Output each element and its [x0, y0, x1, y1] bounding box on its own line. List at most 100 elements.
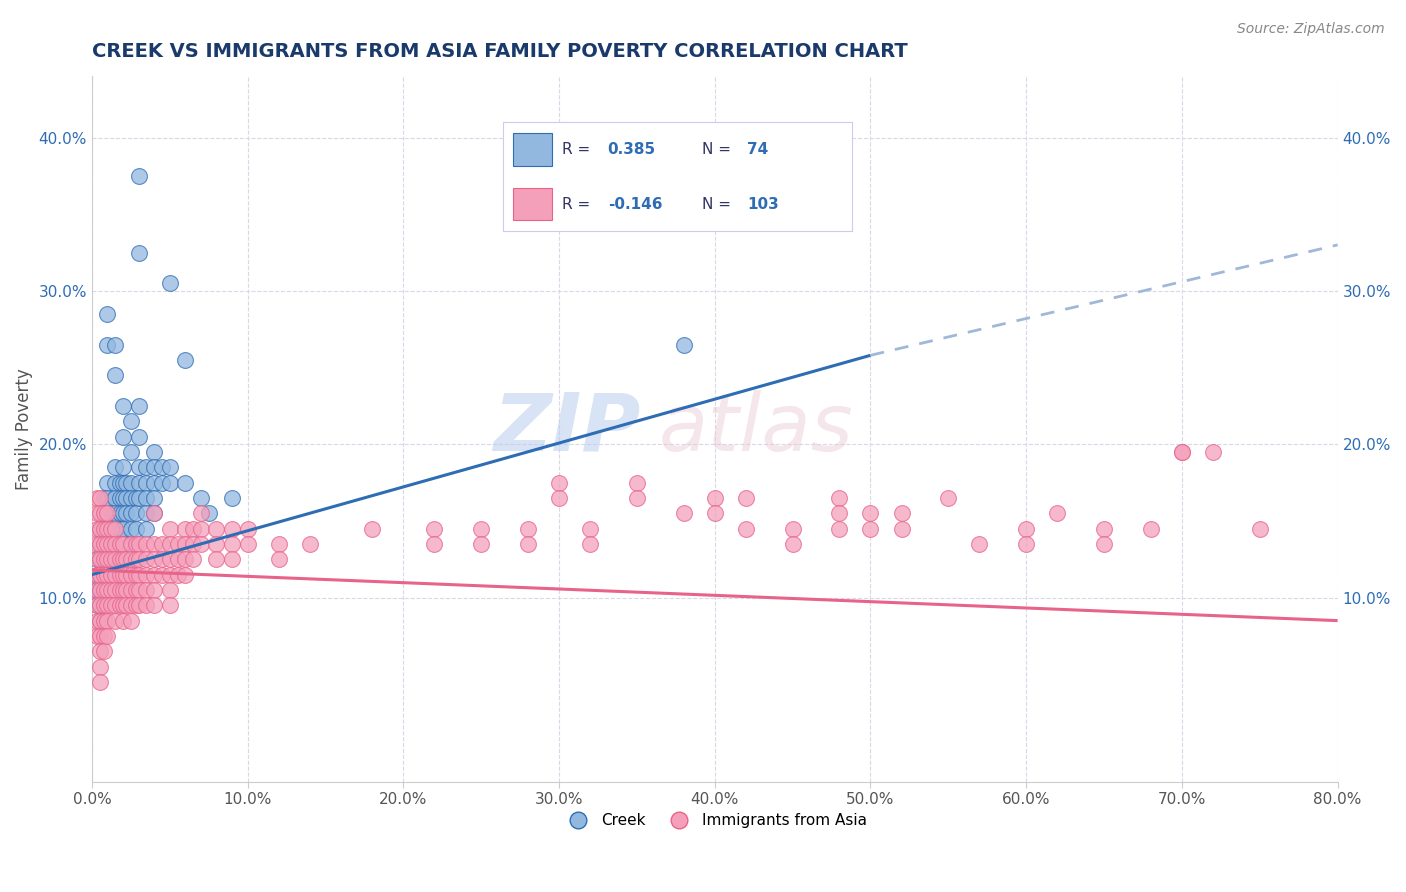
Point [112, 460, 135, 475]
Point [108, 506, 131, 520]
Point [159, 277, 181, 291]
Point [86, 506, 108, 520]
Point [120, 537, 142, 551]
Point [96, 537, 118, 551]
Point [128, 567, 150, 582]
Point [135, 567, 157, 582]
Point [124, 491, 146, 505]
Point [96, 491, 118, 505]
Point [89, 659, 111, 673]
Point [100, 522, 122, 536]
Point [93, 599, 115, 613]
Point [516, 522, 538, 536]
Point [124, 567, 146, 582]
Point [516, 537, 538, 551]
Point [89, 582, 111, 597]
Point [626, 491, 648, 505]
Point [143, 491, 166, 505]
Point [96, 567, 118, 582]
Point [197, 506, 219, 520]
Point [128, 169, 150, 183]
Point [96, 506, 118, 520]
Point [159, 552, 181, 566]
Y-axis label: Family Poverty: Family Poverty [15, 368, 32, 490]
Point [143, 537, 166, 551]
Point [205, 537, 228, 551]
Point [470, 537, 492, 551]
Point [86, 582, 108, 597]
Point [104, 491, 127, 505]
Point [166, 537, 188, 551]
Point [112, 537, 135, 551]
Point [135, 475, 157, 490]
Point [205, 552, 228, 566]
Point [93, 491, 115, 505]
Point [89, 675, 111, 690]
Point [104, 537, 127, 551]
Point [1015, 522, 1038, 536]
Point [93, 567, 115, 582]
Point [579, 537, 602, 551]
Text: CREEK VS IMMIGRANTS FROM ASIA FAMILY POVERTY CORRELATION CHART: CREEK VS IMMIGRANTS FROM ASIA FAMILY POV… [91, 42, 908, 61]
Point [120, 537, 142, 551]
Point [190, 506, 212, 520]
Point [86, 567, 108, 582]
Point [104, 506, 127, 520]
Point [159, 582, 181, 597]
Point [143, 506, 166, 520]
Point [93, 537, 115, 551]
Point [93, 552, 115, 566]
Point [104, 552, 127, 566]
Legend: Creek, Immigrants from Asia: Creek, Immigrants from Asia [557, 806, 873, 834]
Point [120, 582, 142, 597]
Point [89, 582, 111, 597]
Point [112, 522, 135, 536]
Point [128, 491, 150, 505]
Point [96, 552, 118, 566]
Point [548, 491, 571, 505]
Point [174, 352, 197, 367]
Point [100, 522, 122, 536]
Point [115, 475, 138, 490]
Point [100, 537, 122, 551]
Point [143, 460, 166, 475]
Point [174, 475, 197, 490]
Point [86, 552, 108, 566]
Point [115, 506, 138, 520]
Point [108, 491, 131, 505]
Point [221, 522, 243, 536]
Point [96, 522, 118, 536]
Point [135, 552, 157, 566]
Point [626, 475, 648, 490]
Point [135, 522, 157, 536]
Point [86, 567, 108, 582]
Point [174, 567, 197, 582]
Point [108, 475, 131, 490]
Point [115, 552, 138, 566]
Point [100, 506, 122, 520]
Point [174, 552, 197, 566]
Point [96, 614, 118, 628]
Point [143, 582, 166, 597]
Point [221, 491, 243, 505]
Point [120, 599, 142, 613]
Point [423, 537, 446, 551]
Point [89, 522, 111, 536]
Point [124, 506, 146, 520]
Point [190, 522, 212, 536]
Point [143, 475, 166, 490]
Point [298, 537, 321, 551]
Point [672, 337, 695, 351]
Point [115, 582, 138, 597]
Point [150, 537, 173, 551]
Point [104, 614, 127, 628]
Point [86, 537, 108, 551]
Point [938, 491, 960, 505]
Point [1249, 522, 1271, 536]
Point [159, 522, 181, 536]
Point [96, 475, 118, 490]
Point [135, 506, 157, 520]
Point [190, 537, 212, 551]
Point [96, 599, 118, 613]
Point [112, 537, 135, 551]
